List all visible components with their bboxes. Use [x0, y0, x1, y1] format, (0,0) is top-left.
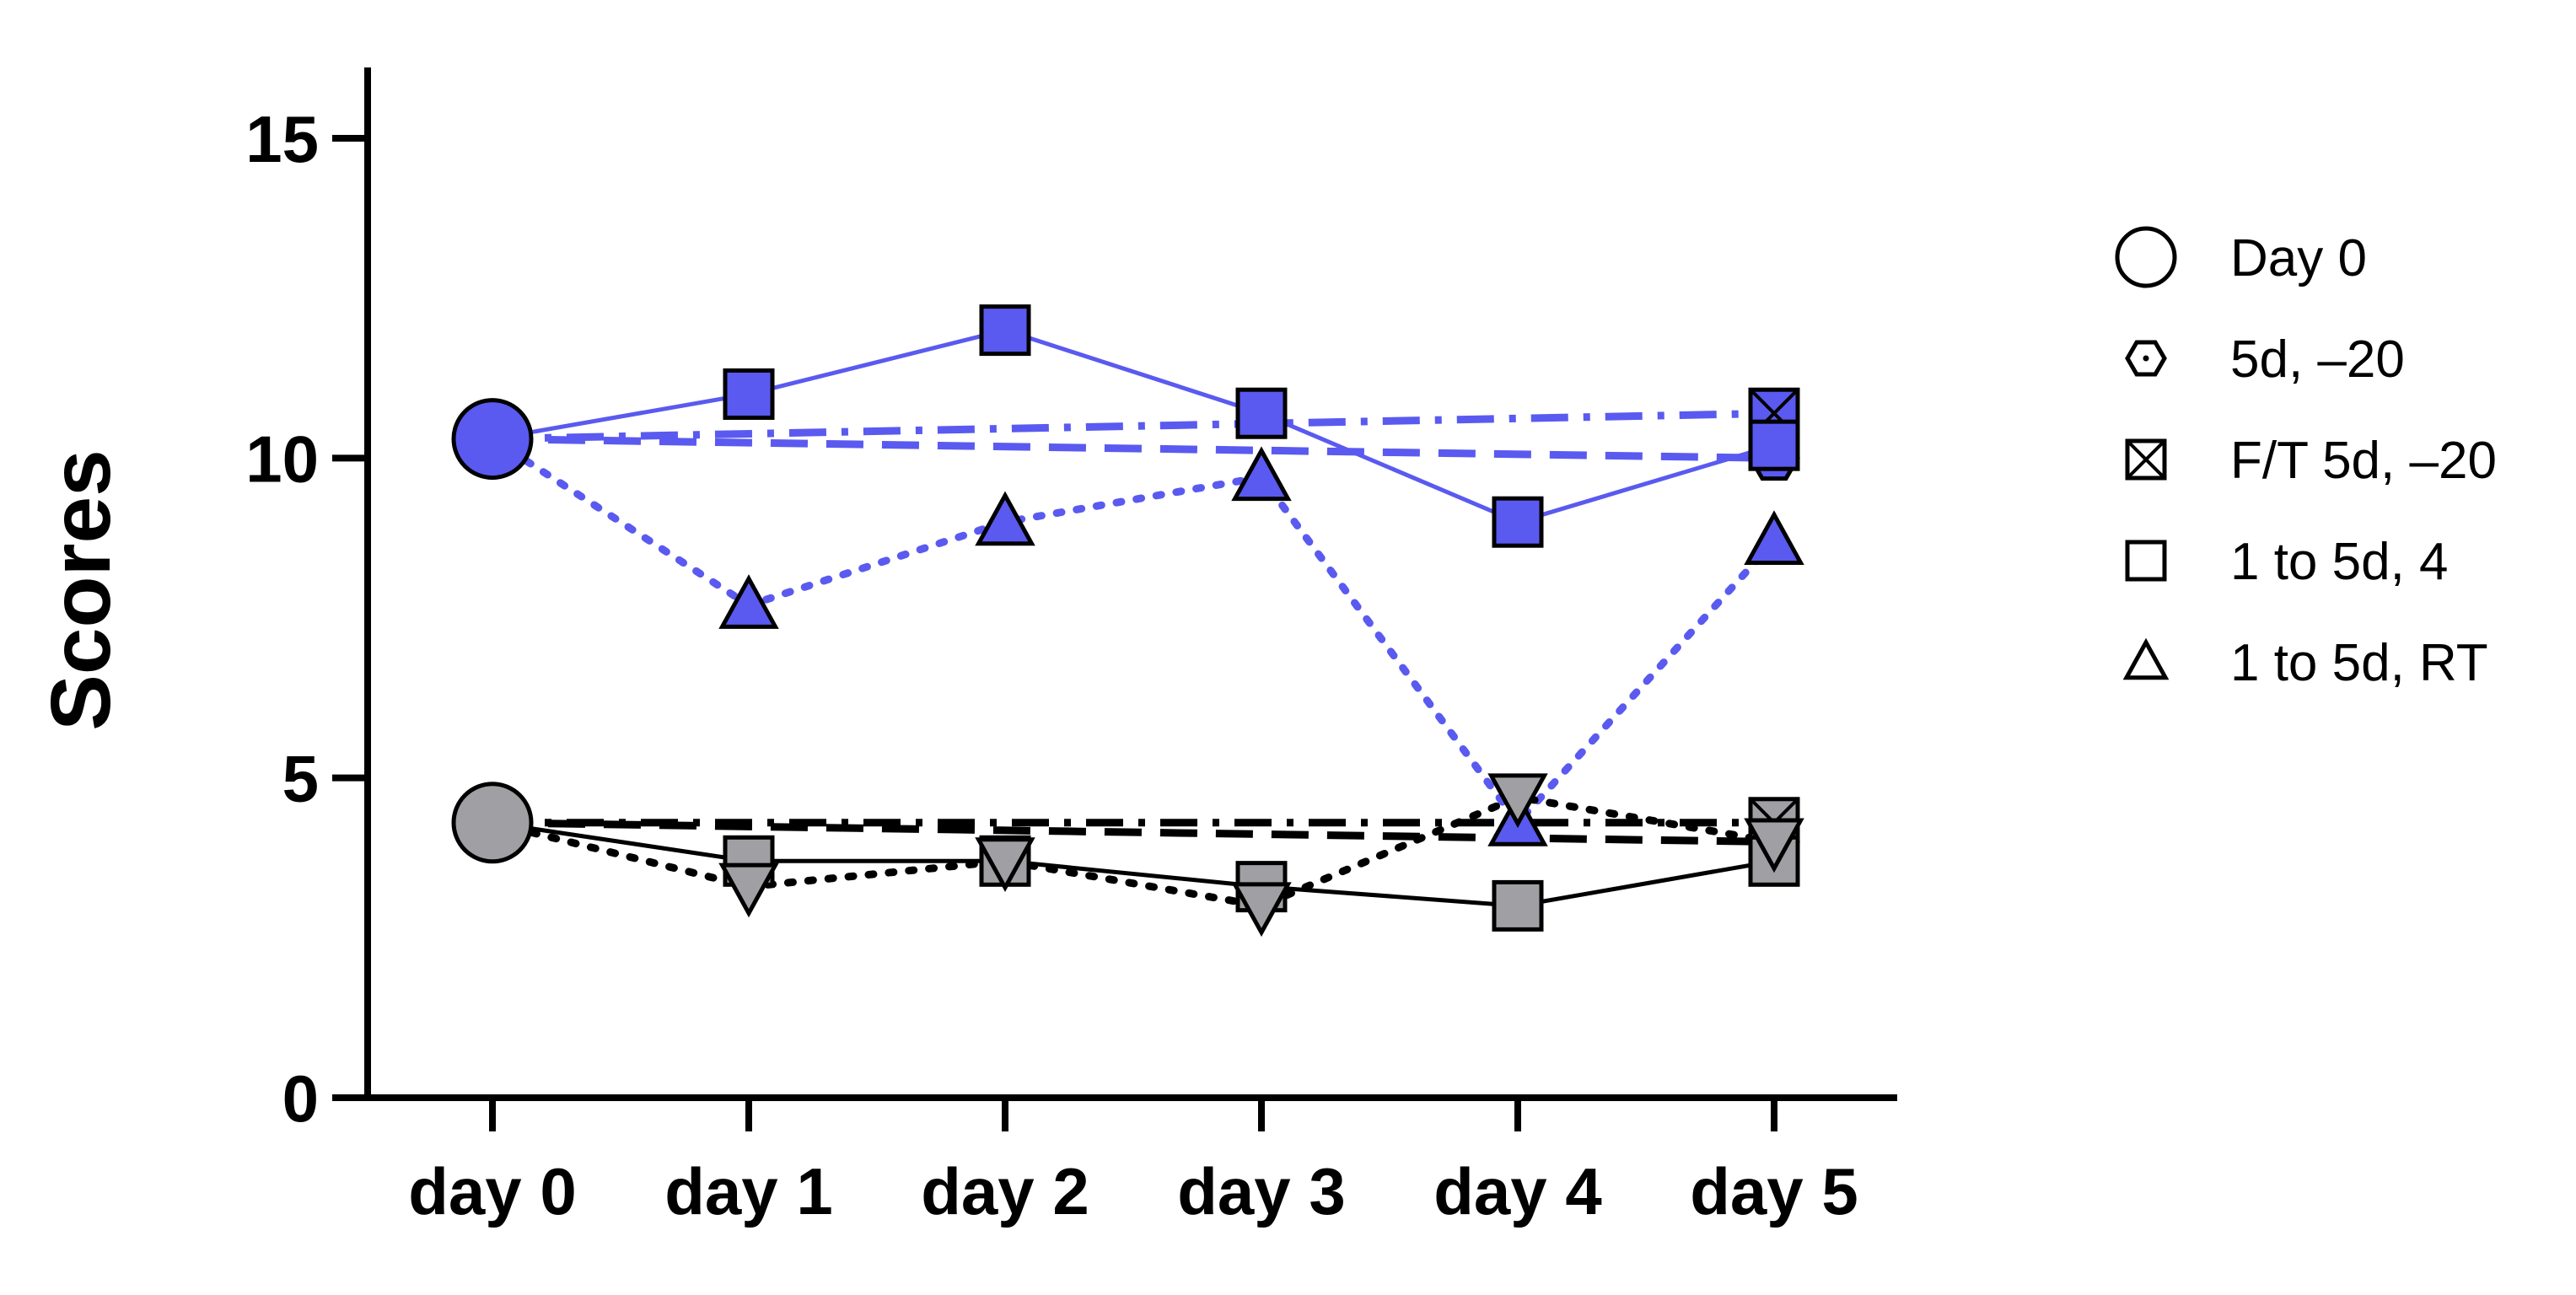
legend-label: Day 0 — [2230, 229, 2367, 287]
marker-center-dot — [2143, 355, 2149, 362]
marker-circle-shape — [451, 782, 534, 864]
legend-marker-circle — [2115, 226, 2177, 288]
marker-triangle-shape — [1487, 773, 1548, 829]
marker-square-shape — [1748, 419, 1800, 471]
marker-square-shape — [1492, 496, 1544, 548]
data-point-blue-square — [1492, 496, 1544, 548]
data-point-blue-square — [979, 304, 1031, 357]
legend-label: 5d, –20 — [2230, 330, 2405, 389]
marker-triangle-shape — [718, 574, 779, 629]
x-tick-label: day 3 — [1177, 1154, 1345, 1228]
y-tick-label: 5 — [282, 742, 319, 816]
marker-triangle-shape — [975, 837, 1035, 892]
series-line-gray-triangle-down — [488, 793, 1778, 911]
x-tick-label: day 4 — [1433, 1154, 1601, 1228]
legend-label: 1 to 5d, RT — [2230, 634, 2488, 692]
series-line-blue-hexagon-dot — [492, 435, 1775, 462]
marker-square-shape — [2125, 540, 2167, 582]
y-tick-label: 0 — [282, 1061, 319, 1136]
series-line-gray-square — [492, 820, 1775, 908]
legend-label: 1 to 5d, 4 — [2230, 533, 2449, 591]
marker-triangle-shape — [1231, 446, 1292, 502]
y-tick-label: 15 — [245, 102, 319, 176]
marker-circle-shape — [2115, 226, 2177, 288]
data-point-gray-triangle-down — [1744, 818, 1804, 873]
series-line-blue-square-x — [492, 409, 1775, 443]
data-point-gray-square — [1492, 879, 1544, 932]
legend-marker-square — [2125, 540, 2167, 582]
marker-square-shape — [1492, 879, 1544, 932]
x-tick-label: day 2 — [921, 1154, 1089, 1228]
marker-circle-shape — [451, 398, 534, 481]
x-tick-label: day 0 — [408, 1154, 576, 1228]
x-tick-label: day 5 — [1690, 1154, 1858, 1228]
marker-triangle-shape — [975, 491, 1035, 546]
legend-marker-square-x — [2125, 438, 2167, 481]
legend: Day 0 5d, –20 F/T 5d, –20 1 to 5d, 4 1 to 5d… — [2115, 226, 2497, 692]
y-axis-ticks: 0 5 10 15 — [245, 102, 368, 1136]
data-point-blue-triangle — [1744, 510, 1804, 565]
data-point-gray-triangle-down — [1487, 773, 1548, 829]
series-line-blue-triangle — [488, 435, 1778, 829]
marker-cross-line — [2126, 439, 2166, 480]
series-line-gray-hexagon-dot — [492, 819, 1775, 846]
data-point-blue-triangle — [975, 491, 1035, 546]
marker-square-shape — [979, 304, 1031, 357]
marker-square-shape — [723, 368, 775, 420]
marker-triangle-shape — [2122, 637, 2170, 680]
y-axis-title: Scores — [34, 449, 128, 731]
x-tick-label: day 1 — [664, 1154, 832, 1228]
data-point-gray-triangle-down — [975, 837, 1035, 892]
data-point-blue-circle — [451, 398, 534, 481]
series-line-blue-square — [492, 328, 1775, 524]
x-axis-ticks: day 0 day 1 day 2 day 3 day 4 day 5 — [408, 1098, 1858, 1228]
marker-triangle-shape — [1231, 882, 1292, 938]
marker-triangle-shape — [718, 862, 779, 918]
marker-triangle-shape — [1744, 510, 1804, 565]
legend-marker-hexagon-dot — [2125, 340, 2167, 377]
data-point-blue-triangle — [1231, 446, 1292, 502]
legend-label: F/T 5d, –20 — [2230, 432, 2497, 490]
data-point-blue-square — [1748, 419, 1800, 471]
data-point-blue-triangle — [718, 574, 779, 629]
y-tick-label: 10 — [245, 422, 319, 496]
plot-area — [451, 304, 1804, 938]
marker-triangle-shape — [1744, 818, 1804, 873]
data-point-blue-square — [723, 368, 775, 420]
data-point-gray-circle — [451, 782, 534, 864]
data-point-blue-square — [1235, 387, 1288, 439]
data-point-gray-triangle-down — [718, 862, 779, 918]
marker-square-shape — [1235, 387, 1288, 439]
legend-marker-triangle — [2122, 637, 2170, 680]
data-point-gray-triangle-down — [1231, 882, 1292, 938]
